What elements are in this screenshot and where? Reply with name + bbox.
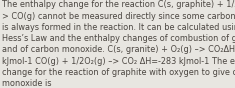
Text: The enthalpy change for the reaction C(s, graphite) + 1/2O₂(g)–
> CO(g) cannot b: The enthalpy change for the reaction C(s… — [2, 0, 235, 88]
